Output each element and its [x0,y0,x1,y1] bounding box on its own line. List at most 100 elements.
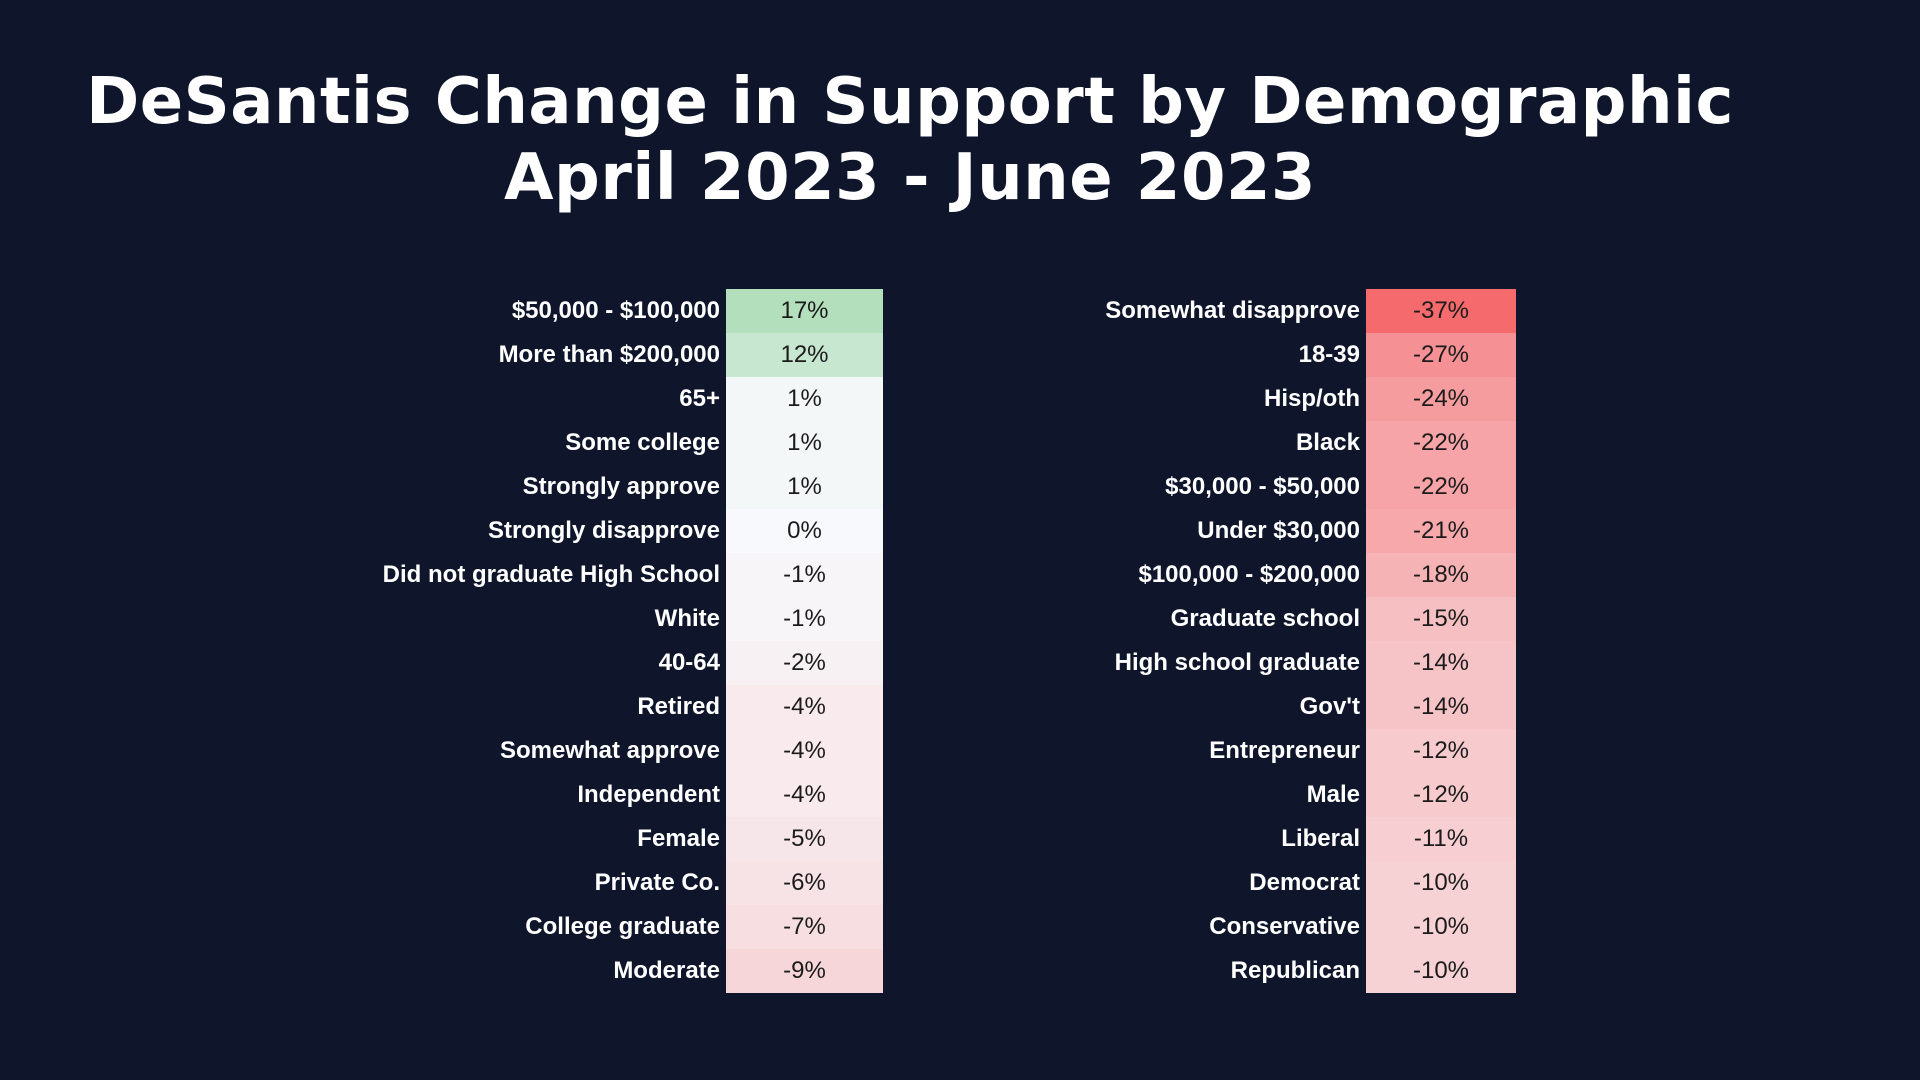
heatmap-cell: -37% [1366,289,1516,333]
row-label: Did not graduate High School [382,561,720,588]
row-label: 65+ [679,385,720,412]
row-label: Under $30,000 [1197,517,1360,544]
table-row: Strongly disapprove 0% [340,509,883,553]
row-label: Gov't [1299,693,1360,720]
row-label: $50,000 - $100,000 [511,297,720,324]
row-label: Hisp/oth [1264,385,1360,412]
table-row: $50,000 - $100,000 17% [340,289,883,333]
row-label: Retired [637,693,720,720]
row-label: Moderate [613,957,720,984]
table-row: Independent -4% [340,773,883,817]
table-row: Hisp/oth -24% [980,377,1516,421]
row-label: Democrat [1249,869,1360,896]
heatmap-cell: -10% [1366,905,1516,949]
heatmap-cell: -9% [726,949,883,993]
table-row: Some college 1% [340,421,883,465]
heatmap-cell: 17% [726,289,883,333]
table-row: 18-39 -27% [980,333,1516,377]
heatmap-cell: 1% [726,465,883,509]
table-row: 40-64 -2% [340,641,883,685]
row-label: Some college [565,429,720,456]
row-label: Independent [577,781,720,808]
row-label: Graduate school [1170,605,1360,632]
row-label: White [654,605,720,632]
heatmap-cell: -12% [1366,773,1516,817]
heatmap-cell: -24% [1366,377,1516,421]
table-row: Conservative -10% [980,905,1516,949]
row-label: $100,000 - $200,000 [1138,561,1360,588]
heatmap-cell: 1% [726,377,883,421]
table-row: Black -22% [980,421,1516,465]
heatmap-cell: 12% [726,333,883,377]
heatmap-cell: -4% [726,685,883,729]
heatmap-cell: -5% [726,817,883,861]
heatmap-cell: -7% [726,905,883,949]
row-label: College graduate [525,913,720,940]
heatmap-cell: -1% [726,597,883,641]
table-row: Entrepreneur -12% [980,729,1516,773]
table-row: Somewhat disapprove -37% [980,289,1516,333]
heatmap-cell: -12% [1366,729,1516,773]
table-row: More than $200,000 12% [340,333,883,377]
table-row: White -1% [340,597,883,641]
heatmap-cell: -21% [1366,509,1516,553]
table-row: Retired -4% [340,685,883,729]
row-label: Private Co. [594,869,720,896]
table-row: Strongly approve 1% [340,465,883,509]
table-row: Moderate -9% [340,949,883,993]
row-label: Republican [1230,957,1360,984]
table-row: Gov't -14% [980,685,1516,729]
table-row: Male -12% [980,773,1516,817]
heatmap-cell: -10% [1366,861,1516,905]
row-label: High school graduate [1114,649,1360,676]
row-label: Somewhat approve [499,737,720,764]
row-label: Female [637,825,720,852]
heatmap-cell: -6% [726,861,883,905]
heatmap-cell: -27% [1366,333,1516,377]
table-row: 65+ 1% [340,377,883,421]
row-label: Black [1295,429,1360,456]
heatmap-cell: -2% [726,641,883,685]
table-row: Liberal -11% [980,817,1516,861]
row-label: Somewhat disapprove [1105,297,1360,324]
table-row: Somewhat approve -4% [340,729,883,773]
row-label: Male [1306,781,1360,808]
row-label: Liberal [1281,825,1360,852]
row-label: Strongly disapprove [487,517,720,544]
table-row: Private Co. -6% [340,861,883,905]
heatmap-cell: 1% [726,421,883,465]
row-label: 40-64 [658,649,720,676]
heatmap-cell: -4% [726,729,883,773]
row-label: 18-39 [1298,341,1360,368]
table-row: High school graduate -14% [980,641,1516,685]
table-row: Graduate school -15% [980,597,1516,641]
table-row: $100,000 - $200,000 -18% [980,553,1516,597]
row-label: Strongly approve [522,473,720,500]
table-row: Under $30,000 -21% [980,509,1516,553]
row-label: Entrepreneur [1209,737,1360,764]
row-label: More than $200,000 [498,341,720,368]
heatmap-cell: 0% [726,509,883,553]
row-label: Conservative [1209,913,1360,940]
right-table: Somewhat disapprove -37% 18-39 -27% Hisp/oth… [980,289,1516,993]
left-table: $50,000 - $100,000 17% More than $200,000 1… [340,289,883,993]
heatmap-cell: -4% [726,773,883,817]
table-row: Female -5% [340,817,883,861]
heatmap-cell: -14% [1366,641,1516,685]
heatmap-cell: -14% [1366,685,1516,729]
heatmap-cell: -10% [1366,949,1516,993]
table-row: Democrat -10% [980,861,1516,905]
table-row: College graduate -7% [340,905,883,949]
row-label: $30,000 - $50,000 [1165,473,1360,500]
table-row: $30,000 - $50,000 -22% [980,465,1516,509]
heatmap-cell: -15% [1366,597,1516,641]
heatmap-cell: -22% [1366,465,1516,509]
heatmap-cell: -1% [726,553,883,597]
table-row: Did not graduate High School -1% [340,553,883,597]
table-row: Republican -10% [980,949,1516,993]
chart-subtitle: April 2023 - June 2023 [503,141,1317,215]
chart-title: DeSantis Change in Support by Demographi… [86,65,1734,139]
heatmap-cell: -22% [1366,421,1516,465]
heatmap-cell: -18% [1366,553,1516,597]
heatmap-cell: -11% [1366,817,1516,861]
